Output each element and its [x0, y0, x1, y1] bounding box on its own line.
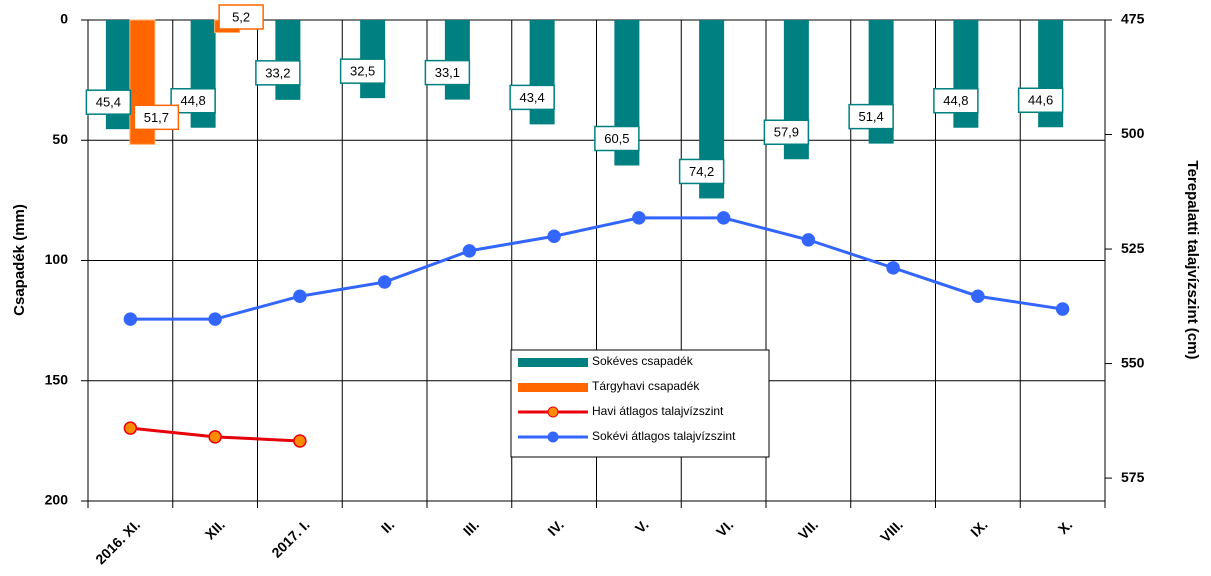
value-label: 33,2: [255, 60, 301, 86]
value-label-text: 51,4: [858, 109, 883, 124]
x-tick-label: V.: [632, 516, 652, 536]
line-point: [377, 275, 392, 289]
legend-label: Tárgyhavi csapadék: [592, 379, 700, 393]
value-label-text: 32,5: [350, 64, 375, 79]
legend-swatch: [518, 358, 588, 367]
line-point: [208, 312, 222, 326]
line-point: [716, 211, 731, 225]
value-label: 5,2: [218, 4, 264, 30]
value-label-box: [218, 4, 264, 30]
value-label-text: 33,2: [265, 65, 290, 80]
x-tick-label: XII.: [202, 516, 228, 542]
x-tick-label: IX.: [967, 516, 990, 539]
value-label-text: 74,2: [689, 164, 714, 179]
value-label: 57,9: [763, 119, 810, 145]
x-tick-label: 2017. I.: [268, 516, 312, 560]
value-label-box: [594, 125, 640, 152]
value-label: 45,4: [85, 89, 132, 115]
value-label-box: [339, 58, 386, 84]
line-point: [123, 421, 138, 435]
legend-swatch-point: [547, 406, 559, 418]
value-label: 33,1: [424, 59, 471, 86]
bar: [275, 20, 301, 100]
x-tick-label: VI.: [713, 516, 736, 539]
y-tick-label: 200: [45, 492, 69, 508]
value-label-text: 33,1: [435, 65, 460, 80]
y2-tick-label: 550: [1121, 354, 1145, 370]
y2-axis-title: Terepalatti talajvízszint (cm): [1184, 161, 1201, 360]
value-label-text: 5,2: [232, 9, 250, 24]
x-tick-label: VIII.: [877, 516, 906, 545]
x-tick-label: IV.: [544, 516, 567, 539]
y2-tick-label: 525: [1121, 240, 1145, 256]
value-label-text: 45,4: [96, 95, 121, 110]
line: [130, 216, 1063, 321]
legend: Sokéves csapadék Tárgyhavi csapadék Havi á…: [510, 349, 770, 458]
line-point: [1055, 302, 1070, 316]
value-label-text: 44,8: [180, 93, 205, 108]
value-label-box: [933, 87, 979, 114]
line-point: [632, 211, 646, 225]
line-point: [462, 244, 477, 258]
legend-swatch: [518, 383, 588, 392]
line-point: [208, 430, 222, 444]
legend-label: Havi átlagos talajvízszint: [592, 404, 724, 418]
x-tick-label: II.: [378, 516, 398, 536]
value-label-box: [85, 89, 132, 115]
value-label-text: 51,7: [144, 110, 169, 125]
y-axis-title: Csapadék (mm): [11, 204, 28, 316]
line-point: [293, 434, 307, 448]
value-label: 74,2: [678, 158, 725, 185]
value-label-box: [678, 158, 725, 185]
value-label: 60,5: [594, 125, 640, 152]
value-label-text: 44,8: [943, 93, 968, 108]
x-tick-label: III.: [460, 516, 482, 538]
value-label-text: 57,9: [774, 125, 799, 140]
x-tick-label: VII.: [795, 516, 821, 542]
value-label-box: [424, 59, 471, 86]
value-label-box: [133, 104, 180, 131]
y2-tick-label: 500: [1121, 125, 1145, 141]
legend-swatch-point: [547, 431, 559, 443]
value-label-text: 60,5: [604, 131, 629, 146]
legend-label: Sokéves csapadék: [592, 354, 694, 368]
value-label-text: 43,4: [519, 90, 544, 105]
line-point: [886, 261, 900, 275]
value-label: 51,4: [848, 103, 894, 130]
y-tick-label: 0: [60, 11, 68, 27]
line-point: [123, 312, 138, 326]
value-label-box: [1017, 87, 1064, 114]
value-label: 51,7: [133, 104, 180, 131]
y-tick-label: 100: [45, 251, 69, 267]
legend-label: Sokévi átlagos talajvízszint: [592, 429, 736, 443]
line-point: [801, 233, 816, 247]
value-label-box: [848, 103, 894, 130]
line-point: [547, 229, 561, 243]
x-tick-label: 2016. XI.: [92, 516, 143, 567]
value-label: 44,8: [933, 87, 979, 114]
y-tick-label: 150: [45, 371, 69, 387]
value-label: 32,5: [339, 58, 386, 84]
y2-tick-label: 475: [1121, 11, 1145, 27]
value-label-box: [763, 119, 810, 145]
value-label: 43,4: [509, 84, 555, 111]
value-label: 44,6: [1017, 87, 1064, 114]
value-label-box: [509, 84, 555, 111]
y2-tick-label: 575: [1121, 469, 1145, 485]
y-tick-label: 50: [52, 131, 68, 147]
value-label-text: 44,6: [1028, 93, 1053, 108]
line-point: [293, 289, 307, 303]
bar: [444, 20, 470, 100]
line-point: [971, 289, 985, 303]
x-tick-label: X.: [1055, 516, 1076, 537]
value-label-box: [255, 60, 301, 86]
